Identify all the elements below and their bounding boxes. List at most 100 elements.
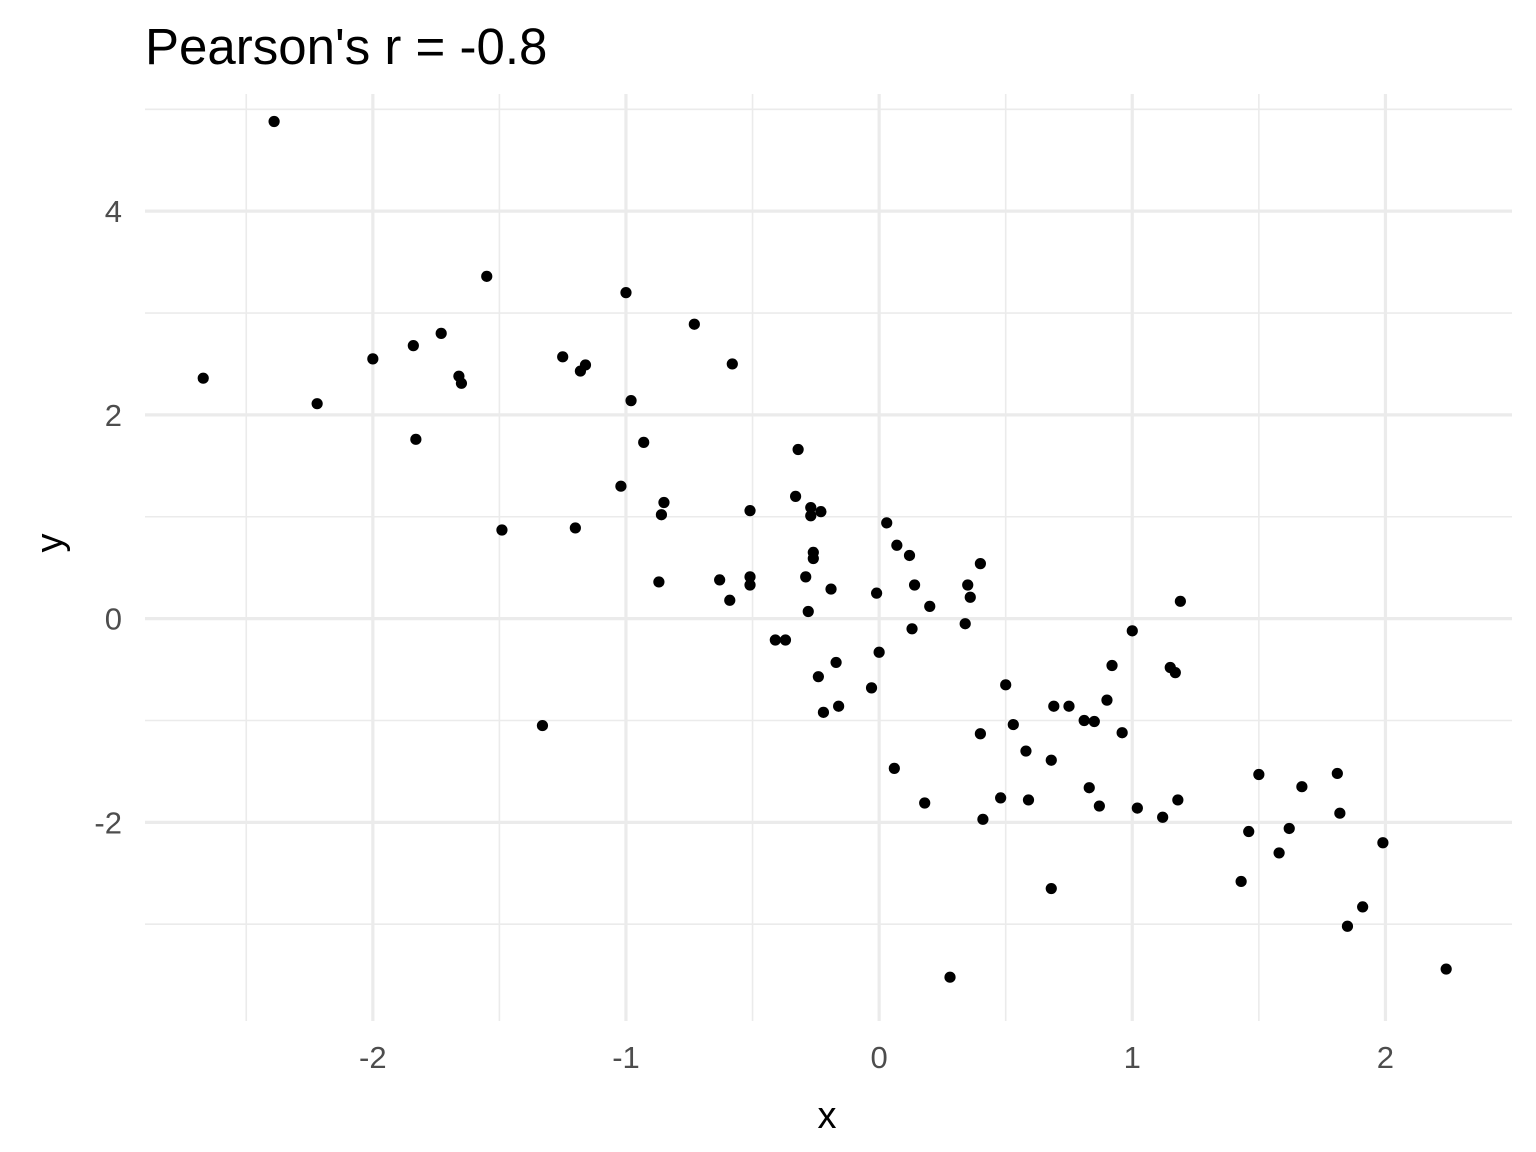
scatter-point xyxy=(812,671,824,683)
scatter-point xyxy=(807,552,819,565)
scatter-point xyxy=(1000,679,1012,691)
minor-gridlines xyxy=(145,94,1512,1021)
scatter-point xyxy=(481,270,493,282)
chart-title: Pearson's r = -0.8 xyxy=(145,18,547,75)
scatter-point xyxy=(1083,782,1095,794)
scatter-point xyxy=(1048,700,1060,712)
scatter-point xyxy=(1022,794,1035,806)
scatter-point xyxy=(1174,595,1186,607)
scatter-point xyxy=(197,372,209,384)
scatter-point xyxy=(1253,768,1265,781)
x-tick-label: -1 xyxy=(612,1040,640,1075)
x-axis-tick-labels: -2 -1 0 1 2 xyxy=(359,1040,1394,1075)
y-tick-label: 0 xyxy=(105,602,122,637)
scatter-point xyxy=(1243,825,1255,838)
scatter-point xyxy=(496,524,508,536)
data-points xyxy=(197,115,1452,983)
x-axis-title: x xyxy=(818,1095,837,1137)
scatter-point xyxy=(802,605,814,618)
scatter-point xyxy=(435,327,447,339)
y-tick-label: -2 xyxy=(94,805,122,840)
scatter-point xyxy=(268,115,280,128)
scatter-point xyxy=(830,656,842,669)
scatter-point xyxy=(1296,781,1308,793)
scatter-point xyxy=(944,971,956,983)
scatter-point xyxy=(1235,875,1247,888)
scatter-point xyxy=(1157,811,1169,823)
x-tick-label: 2 xyxy=(1377,1040,1394,1075)
scatter-point xyxy=(658,496,670,509)
scatter-point xyxy=(825,583,837,595)
scatter-point xyxy=(1273,847,1285,859)
scatter-point xyxy=(769,634,781,646)
scatter-point xyxy=(870,587,883,599)
scatter-point xyxy=(726,358,738,370)
scatter-point xyxy=(625,395,637,407)
scatter-point xyxy=(1020,745,1032,757)
scatter-point xyxy=(557,351,569,363)
scatter-point xyxy=(410,433,422,445)
scatter-point xyxy=(1088,715,1100,728)
scatter-point xyxy=(881,517,893,529)
scatter-point xyxy=(536,719,549,732)
scatter-point xyxy=(1045,754,1057,766)
scatter-point xyxy=(779,634,792,646)
scatter-point xyxy=(1045,882,1057,895)
scatter-point xyxy=(1169,667,1181,679)
scatter-point xyxy=(1341,920,1354,932)
scatter-point xyxy=(620,287,632,299)
scatter-point xyxy=(995,792,1007,804)
scatter-point xyxy=(919,797,931,809)
scatter-point xyxy=(1172,794,1184,806)
scatter-point xyxy=(805,501,817,514)
x-tick-label: -2 xyxy=(359,1040,387,1075)
scatter-point xyxy=(1377,837,1389,849)
scatter-point xyxy=(455,377,468,389)
scatter-point xyxy=(974,728,986,740)
y-axis-tick-labels: -2 0 2 4 xyxy=(94,194,122,840)
scatter-point xyxy=(805,510,817,522)
x-tick-label: 1 xyxy=(1124,1040,1141,1075)
scatter-point xyxy=(903,549,916,562)
scatter-point xyxy=(744,571,756,583)
scatter-point xyxy=(1126,625,1138,637)
scatter-point xyxy=(653,576,665,588)
x-tick-label: 0 xyxy=(871,1040,888,1075)
scatter-point xyxy=(873,646,885,658)
scatter-point xyxy=(1357,901,1369,913)
scatter-point xyxy=(908,579,921,591)
scatter-point xyxy=(1283,822,1295,835)
scatter-point xyxy=(924,600,936,612)
scatter-point xyxy=(744,579,756,591)
scatter-point xyxy=(865,682,878,694)
scatter-point xyxy=(1334,807,1346,819)
scatter-point xyxy=(311,398,323,410)
scatter-point xyxy=(1131,802,1143,814)
scatter-point xyxy=(977,813,989,825)
scatter-point xyxy=(1106,659,1118,672)
scatter-point xyxy=(817,706,830,718)
scatter-point xyxy=(1116,727,1128,739)
scatter-point xyxy=(888,762,900,774)
scatter-point xyxy=(1440,963,1452,975)
scatter-point xyxy=(569,522,581,534)
scatter-point xyxy=(615,480,627,492)
scatter-point xyxy=(724,594,736,606)
scatter-point xyxy=(1007,718,1019,731)
scatter-point xyxy=(906,623,918,635)
scatter-point xyxy=(800,571,812,583)
y-tick-label: 2 xyxy=(105,398,122,433)
scatter-point xyxy=(1063,700,1075,712)
scatter-point xyxy=(579,359,592,371)
scatter-point xyxy=(407,340,419,352)
scatter-point xyxy=(655,509,668,521)
scatter-point xyxy=(638,436,650,448)
scatter-point xyxy=(959,618,971,630)
major-gridlines xyxy=(145,94,1512,1021)
scatter-point xyxy=(714,574,726,586)
scatter-point xyxy=(815,506,827,518)
y-tick-label: 4 xyxy=(105,194,122,229)
scatter-point xyxy=(964,591,976,603)
scatter-point xyxy=(962,579,974,591)
